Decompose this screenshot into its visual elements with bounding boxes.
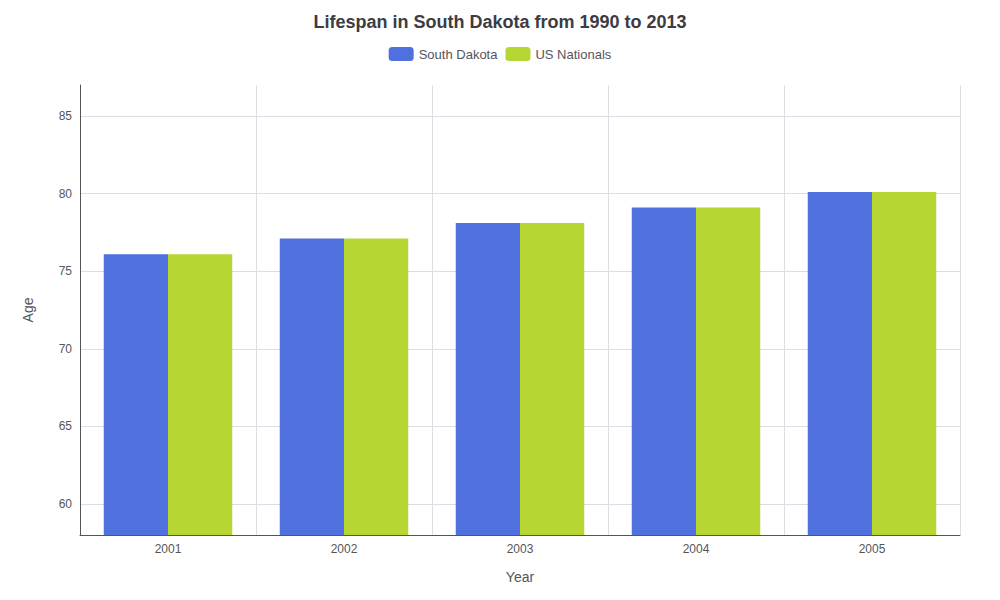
svg-text:Lifespan in South Dakota from: Lifespan in South Dakota from 1990 to 20… [313, 12, 686, 32]
svg-text:70: 70 [59, 342, 73, 356]
svg-text:80: 80 [59, 187, 73, 201]
svg-text:2004: 2004 [683, 542, 710, 556]
svg-text:85: 85 [59, 109, 73, 123]
svg-text:2001: 2001 [155, 542, 182, 556]
svg-text:65: 65 [59, 419, 73, 433]
svg-text:South Dakota: South Dakota [419, 47, 499, 62]
svg-text:US Nationals: US Nationals [535, 47, 611, 62]
svg-text:60: 60 [59, 497, 73, 511]
svg-text:75: 75 [59, 264, 73, 278]
svg-text:Age: Age [20, 297, 36, 322]
svg-text:2005: 2005 [859, 542, 886, 556]
svg-text:2002: 2002 [331, 542, 358, 556]
svg-text:Year: Year [506, 569, 535, 585]
svg-text:2003: 2003 [507, 542, 534, 556]
